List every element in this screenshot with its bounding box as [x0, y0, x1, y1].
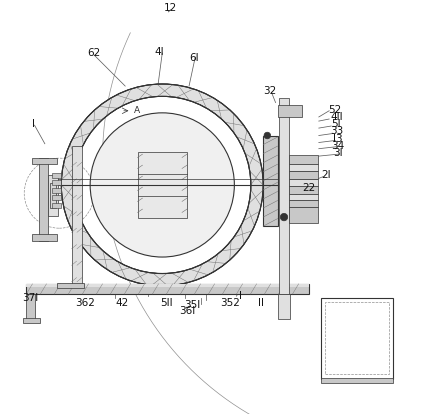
Text: l3: l3 — [333, 134, 342, 144]
Text: 62: 62 — [87, 48, 100, 58]
Bar — [278, 105, 302, 117]
Wedge shape — [61, 84, 263, 286]
Bar — [289, 171, 318, 179]
Bar — [32, 158, 57, 164]
Bar — [52, 195, 61, 200]
Bar — [52, 181, 61, 186]
Bar — [52, 173, 61, 178]
Text: 3l: 3l — [333, 148, 343, 158]
Bar — [52, 188, 61, 193]
Text: I: I — [32, 120, 35, 129]
Bar — [57, 283, 84, 288]
Bar — [289, 186, 318, 193]
Bar — [289, 155, 318, 164]
Bar — [321, 378, 393, 383]
Text: 36l: 36l — [179, 306, 195, 316]
Circle shape — [280, 213, 288, 221]
Text: 34: 34 — [331, 141, 344, 151]
Bar — [52, 203, 61, 208]
Text: 42: 42 — [116, 298, 129, 308]
Text: 4l: 4l — [155, 47, 164, 57]
Bar — [48, 175, 59, 216]
Bar — [321, 298, 393, 378]
Text: 32: 32 — [263, 86, 277, 96]
Text: 37l: 37l — [22, 293, 39, 303]
Bar — [50, 183, 56, 208]
Bar — [325, 303, 389, 374]
Text: 22: 22 — [303, 183, 316, 193]
Circle shape — [264, 132, 270, 139]
Bar — [32, 234, 57, 241]
Circle shape — [139, 162, 185, 208]
Text: 2l: 2l — [321, 171, 331, 181]
Bar — [278, 294, 290, 319]
Bar — [39, 158, 48, 241]
Text: 52: 52 — [328, 105, 341, 115]
Text: 4ll: 4ll — [331, 112, 343, 122]
Bar — [138, 152, 187, 218]
Text: A: A — [182, 226, 188, 235]
Bar — [71, 146, 82, 286]
Bar — [289, 164, 318, 171]
Text: 5l: 5l — [331, 119, 341, 129]
Bar — [26, 294, 36, 321]
Bar — [279, 98, 289, 294]
Bar — [289, 200, 318, 207]
Text: ll: ll — [258, 298, 264, 308]
Text: 352: 352 — [220, 298, 240, 308]
Text: A: A — [134, 106, 140, 115]
Text: 35l: 35l — [184, 300, 200, 310]
Bar — [26, 284, 309, 287]
Text: 6l: 6l — [189, 53, 199, 63]
Bar — [26, 284, 309, 294]
Bar — [24, 318, 40, 323]
Text: 5ll: 5ll — [160, 298, 173, 308]
Bar — [289, 207, 318, 223]
Wedge shape — [90, 113, 234, 257]
Text: l: l — [239, 291, 242, 301]
Bar — [289, 179, 318, 186]
Text: 362: 362 — [75, 298, 95, 308]
Text: 33: 33 — [330, 127, 343, 137]
Bar — [289, 193, 318, 200]
Bar — [263, 136, 278, 226]
Text: 12: 12 — [164, 3, 177, 13]
